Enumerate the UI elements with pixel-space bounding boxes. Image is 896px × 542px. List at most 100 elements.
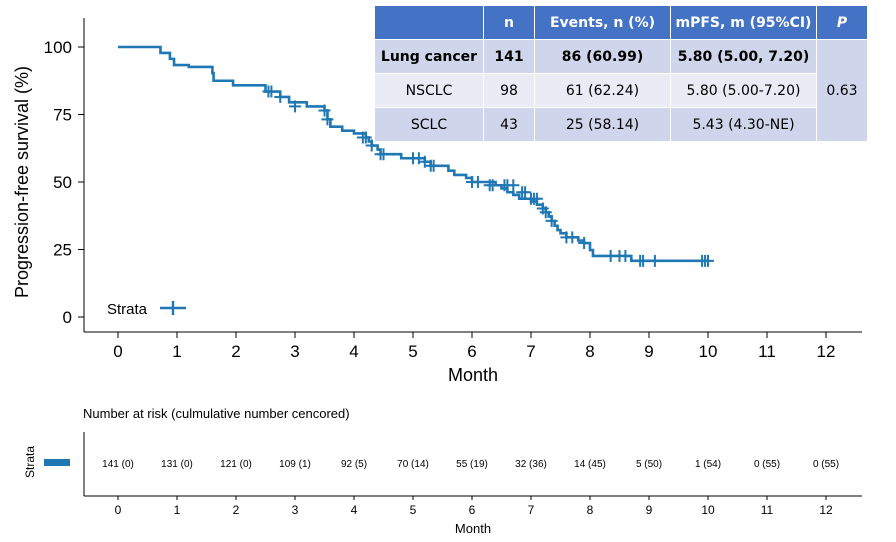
censor-mark: [530, 192, 543, 205]
risk-x-tick-label: 7: [528, 503, 535, 517]
y-tick-label: 0: [63, 308, 72, 327]
risk-x-tick-label: 6: [469, 503, 476, 517]
censor-mark: [578, 237, 591, 250]
risk-value: 141 (0): [102, 459, 134, 470]
summary-header-blank: [374, 5, 484, 40]
y-tick-label: 50: [53, 173, 72, 192]
censor-mark: [321, 113, 334, 126]
y-tick-label: 75: [53, 106, 72, 125]
summary-row-lung: Lung cancer 141 86 (60.99) 5.80 (5.00, 7…: [374, 39, 868, 142]
censor-mark: [359, 131, 372, 144]
risk-value: 1 (54): [695, 459, 721, 470]
risk-x-tick-label: 12: [819, 503, 833, 517]
risk-value: 5 (50): [636, 459, 662, 470]
risk-value: 109 (1): [279, 459, 311, 470]
risk-y-label: Strata: [23, 446, 37, 478]
risk-title: Number at risk (culmulative number cenco…: [83, 406, 350, 421]
legend-label: Strata: [107, 301, 148, 318]
summary-table: n Events, n (%) mPFS, m (95%CI) P Lung c…: [374, 5, 868, 142]
x-tick-label: 8: [585, 342, 594, 361]
risk-x-tick-label: 4: [351, 503, 358, 517]
risk-strata-swatch: [44, 459, 70, 466]
summary-row-sclc: SCLC 43 25 (58.14) 5.43 (4.30-NE): [374, 107, 868, 142]
censor-mark: [289, 100, 301, 113]
risk-x-title: Month: [455, 521, 491, 536]
risk-value: 0 (55): [813, 459, 839, 470]
x-tick-label: 6: [467, 342, 476, 361]
x-tick-label: 11: [758, 342, 776, 361]
censor-mark: [265, 85, 278, 98]
risk-value: 70 (14): [397, 459, 429, 470]
risk-value: 55 (19): [456, 459, 488, 470]
risk-x-tick-label: 10: [701, 503, 715, 517]
censor-mark: [365, 139, 378, 152]
x-tick-label: 3: [290, 342, 299, 361]
risk-value: 121 (0): [220, 459, 252, 470]
risk-value: 92 (5): [341, 459, 367, 470]
summary-cell: SCLC: [374, 107, 484, 142]
censor-mark: [274, 90, 287, 103]
risk-x-tick-label: 9: [646, 503, 653, 517]
summary-cell: 25 (58.14): [534, 107, 671, 142]
summary-cell: 5.80 (5.00, 7.20): [670, 39, 817, 74]
risk-x-tick-label: 8: [587, 503, 594, 517]
risk-value: 14 (45): [574, 459, 606, 470]
summary-header-mpfs: mPFS, m (95%CI): [670, 5, 817, 40]
censor-mark: [545, 214, 558, 227]
x-tick-label: 10: [699, 342, 718, 361]
summary-cell: Lung cancer: [374, 39, 484, 74]
x-tick-label: 1: [172, 342, 181, 361]
risk-x-tick-label: 3: [292, 503, 299, 517]
risk-table-plot: Number at risk (culmulative number cenco…: [23, 406, 862, 536]
censor-mark: [318, 104, 331, 117]
summary-cell: 5.80 (5.00-7.20): [670, 73, 817, 108]
summary-cell: 43: [483, 107, 535, 142]
risk-x-tick-label: 1: [174, 503, 181, 517]
censor-mark: [619, 249, 632, 262]
summary-cell: NSCLC: [374, 73, 484, 108]
summary-cell: 61 (62.24): [534, 73, 671, 108]
summary-cell: 5.43 (4.30-NE): [670, 107, 817, 142]
x-tick-label: 2: [231, 342, 240, 361]
summary-cell: 98: [483, 73, 535, 108]
x-tick-label: 9: [644, 342, 653, 361]
y-tick-label: 25: [53, 241, 72, 260]
risk-value: 32 (36): [515, 459, 547, 470]
risk-value: 0 (55): [754, 459, 780, 470]
censor-mark: [486, 179, 499, 192]
censor-mark: [519, 186, 532, 199]
summary-header-events: Events, n (%): [534, 5, 671, 40]
censor-mark: [539, 206, 552, 219]
risk-x-tick-label: 11: [761, 503, 774, 517]
censor-mark: [566, 231, 579, 244]
y-tick-label: 100: [44, 38, 72, 57]
censor-mark: [377, 148, 390, 161]
censor-mark: [702, 254, 714, 267]
x-tick-label: 4: [349, 342, 358, 361]
risk-value: 131 (0): [161, 459, 193, 470]
censor-mark: [471, 176, 484, 188]
x-axis-title: Month: [448, 365, 498, 385]
summary-row-nsclc: NSCLC 98 61 (62.24) 5.80 (5.00-7.20): [374, 73, 868, 108]
x-tick-label: 0: [113, 342, 122, 361]
summary-cell: 141: [483, 39, 535, 74]
summary-p-value: 0.63: [816, 39, 868, 142]
x-tick-label: 12: [817, 342, 836, 361]
legend-symbol: [160, 301, 186, 315]
risk-x-tick-label: 5: [410, 503, 417, 517]
risk-x-tick-label: 0: [115, 503, 122, 517]
risk-x-tick-label: 2: [233, 503, 240, 517]
x-tick-label: 5: [408, 342, 417, 361]
y-axis-title: Progression-free survival (%): [12, 66, 32, 298]
x-tick-label: 7: [526, 342, 535, 361]
summary-header-n: n: [483, 5, 535, 40]
censor-mark: [648, 254, 661, 267]
summary-cell: 86 (60.99): [534, 39, 671, 74]
censor-mark: [507, 179, 520, 192]
summary-header-p: P: [816, 5, 868, 40]
censor-mark: [637, 254, 650, 267]
censor-mark: [427, 159, 440, 172]
summary-header-row: n Events, n (%) mPFS, m (95%CI) P: [374, 5, 868, 40]
